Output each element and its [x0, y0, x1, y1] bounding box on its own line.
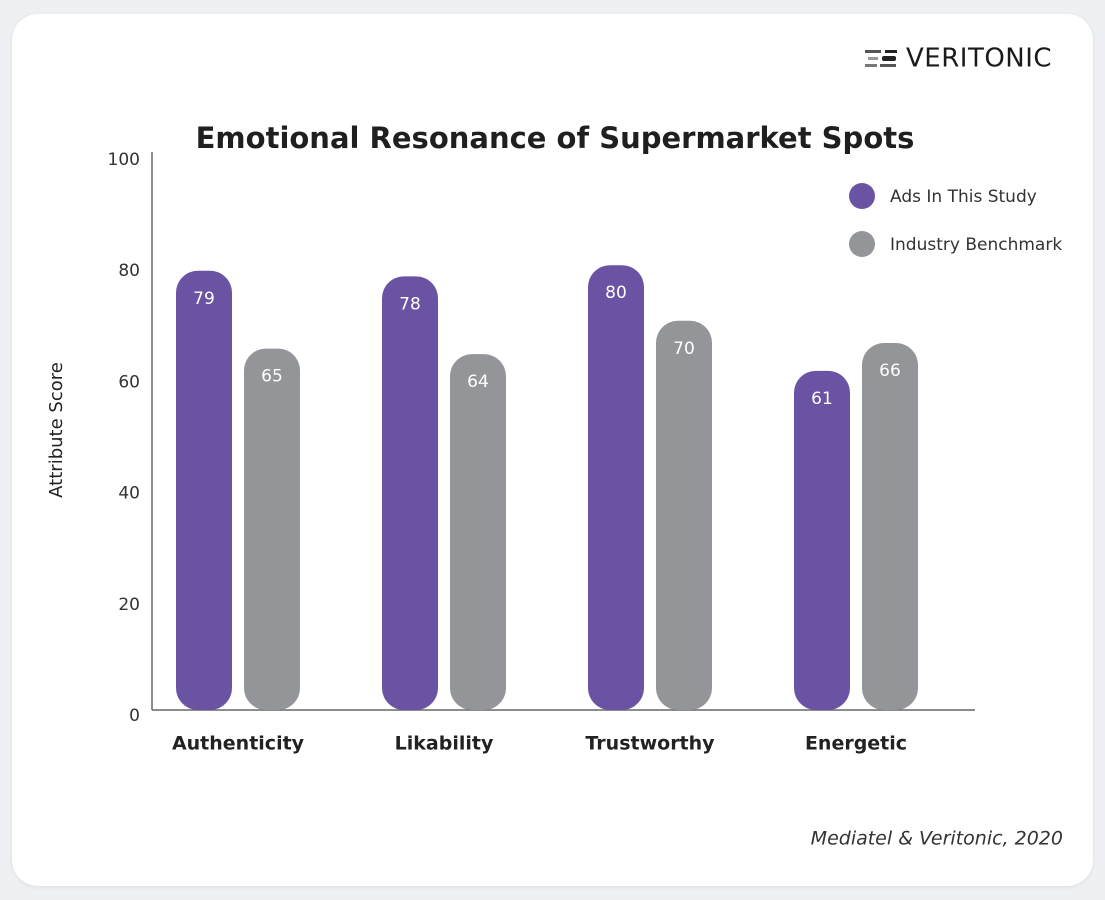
y-axis-label: Attribute Score [46, 362, 67, 498]
logo-icon [882, 56, 896, 61]
y-tick-label: 40 [118, 484, 140, 504]
legend-label: Industry Benchmark [890, 235, 1062, 255]
value-label: 66 [879, 361, 901, 381]
x-tick-label: Likability [395, 733, 494, 755]
logo-icon [865, 64, 877, 67]
value-label: 61 [811, 389, 833, 409]
bar [176, 270, 232, 710]
bar [450, 354, 506, 710]
value-label: 80 [605, 283, 627, 303]
value-label: 65 [261, 367, 283, 387]
legend-swatch [849, 183, 875, 209]
chart-title: Emotional Resonance of Supermarket Spots [196, 121, 915, 155]
value-label: 78 [399, 294, 421, 314]
logo-icon [865, 50, 881, 53]
bar [656, 320, 712, 710]
y-tick-label: 60 [118, 372, 140, 392]
bar [794, 370, 850, 710]
x-tick-label: Trustworthy [585, 733, 715, 755]
value-label: 64 [467, 372, 489, 392]
y-tick-label: 20 [118, 595, 140, 615]
x-tick-label: Energetic [805, 733, 907, 755]
logo-icon [880, 64, 896, 67]
bar [588, 265, 644, 710]
x-tick-label: Authenticity [172, 733, 305, 755]
bar [862, 343, 918, 710]
legend-label: Ads In This Study [890, 187, 1037, 207]
source-note: Mediatel & Veritonic, 2020 [811, 828, 1063, 850]
bar [382, 276, 438, 710]
logo-icon [868, 57, 878, 60]
logo-text: VERITONIC [906, 44, 1052, 74]
y-tick-label: 100 [108, 150, 140, 170]
y-tick-label: 80 [118, 261, 140, 281]
logo-icon [885, 50, 897, 53]
y-tick-label: 0 [129, 706, 140, 726]
legend-swatch [849, 231, 875, 257]
bar [244, 348, 300, 710]
value-label: 70 [673, 339, 695, 359]
logo: VERITONIC [865, 44, 1052, 74]
value-label: 79 [193, 289, 215, 309]
